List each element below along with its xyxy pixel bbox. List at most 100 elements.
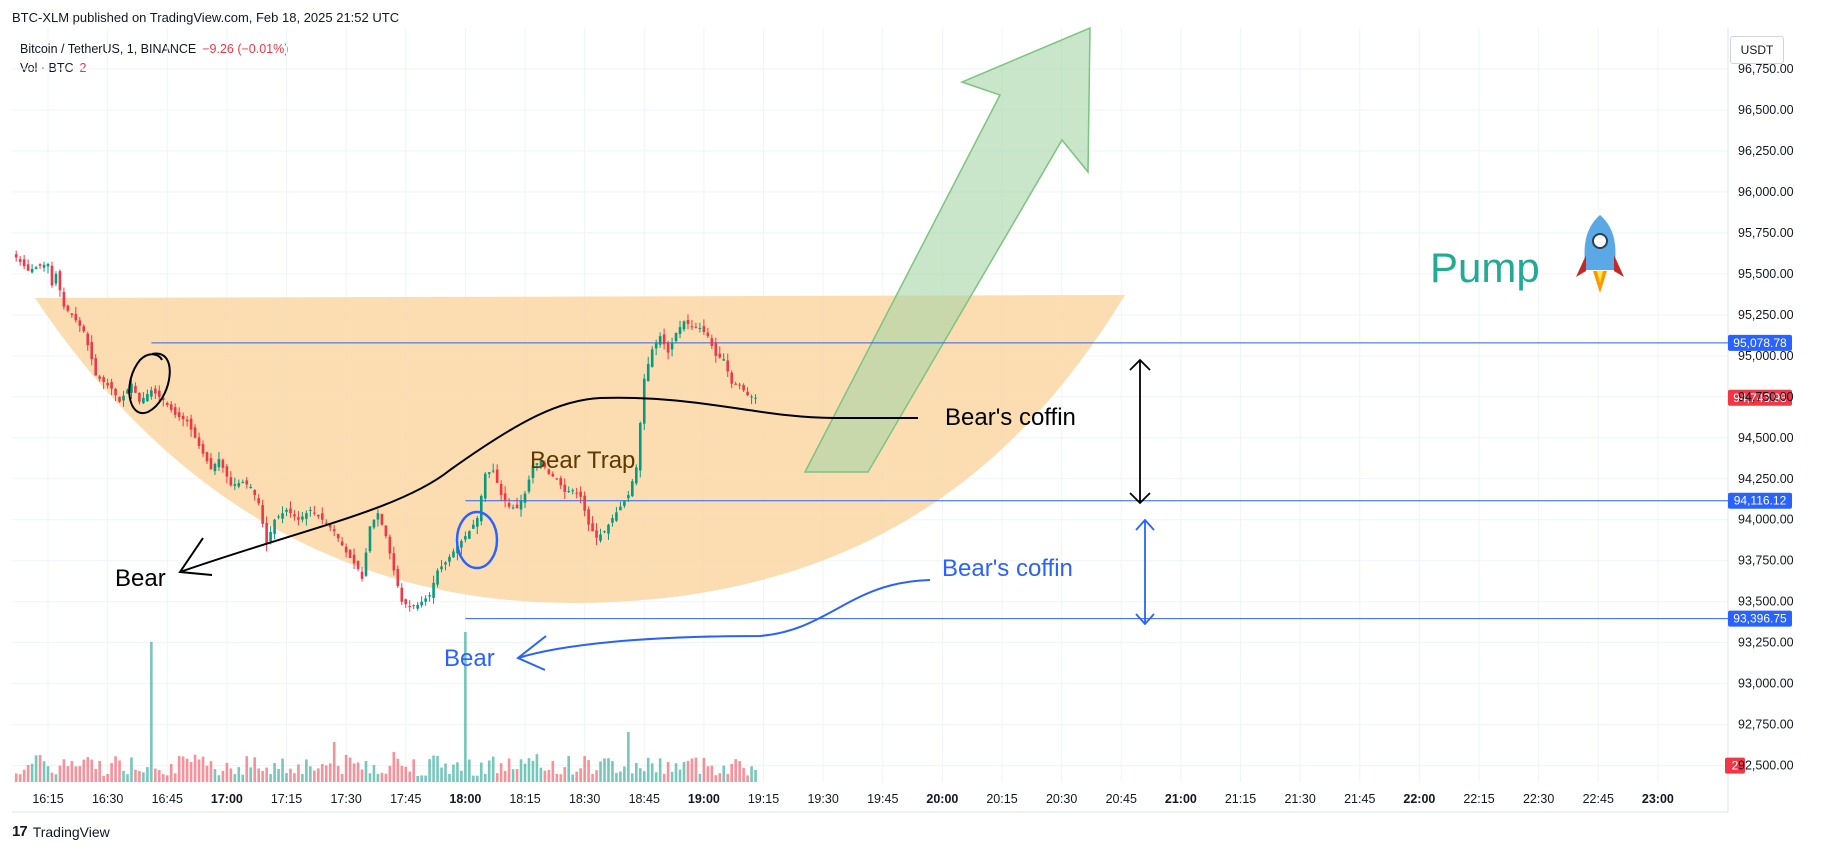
time-tick-label: 19:45 [867,792,898,806]
volume-bar [726,773,730,782]
price-tick-label: 93,000.00 [1738,677,1794,691]
time-tick-label: 16:45 [152,792,183,806]
volume-bar [436,756,439,782]
time-tick-label: 20:00 [926,792,958,806]
bear-trap-label: Bear Trap [530,447,635,474]
candle-body [289,508,292,514]
candle-body [638,423,642,471]
time-tick-label: 20:30 [1046,792,1077,806]
currency-button[interactable]: USDT [1730,36,1784,64]
volume-bar [579,768,582,782]
volume-bar [551,760,555,782]
volume-bar [289,768,292,782]
candle-body [499,484,503,496]
candle-body [412,605,415,607]
candle-body [678,327,682,334]
volume-bar [368,773,372,782]
volume-bar [412,759,415,782]
volume-bar [380,772,384,782]
tradingview-footer[interactable]: 17 TradingView [12,823,110,840]
time-tick-label: 17:45 [390,792,421,806]
volume-bar [356,762,360,782]
volume-bar [638,768,642,782]
time-tick-label: 21:30 [1284,792,1315,806]
candle-body [595,530,598,538]
candle-body [352,554,356,564]
candle-body [317,514,320,517]
volume-bar [611,761,614,782]
volume-bar [277,768,280,782]
pump-arrow [803,26,1091,473]
candle-body [221,459,225,468]
volume-bar [118,760,121,782]
volume-bar [690,758,694,782]
candle-body [491,470,495,472]
cup-shape [35,295,1125,604]
candle-body [495,469,499,483]
volume-bar [420,775,423,782]
price-tick-label: 96,000.00 [1738,185,1794,199]
candle-body [722,359,726,361]
volume-bar [245,756,249,782]
volume-bar [205,765,209,782]
volume-bar [348,757,352,782]
price-tick-label: 94,250.00 [1738,472,1794,486]
volume-bar [523,763,527,782]
bears-coffin-blue-label: Bear's coffin [942,555,1073,582]
volume-bar [495,773,499,782]
level-label: 93,396.75 [1733,612,1787,626]
volume-bar [563,767,567,782]
time-tick-label: 20:45 [1106,792,1137,806]
candle-body [309,509,312,511]
candle-body [42,264,46,268]
price-tick-label: 94,750.00 [1738,390,1794,404]
candle-body [301,516,304,520]
candle-body [150,390,153,397]
volume-bar [507,758,511,782]
candle-body [261,505,264,524]
time-tick-label: 22:30 [1523,792,1554,806]
volume-bar [710,765,714,782]
candle-body [94,358,97,376]
volume-bar [452,764,455,782]
candle-body [368,526,372,552]
candle-body [718,353,722,358]
volume-bar [499,763,503,782]
volume-bar [324,765,328,782]
volume-bar [122,770,125,782]
candle-body [82,326,86,332]
candle-body [726,360,730,372]
candle-body [460,541,463,548]
volume-bar [237,767,241,782]
candle-body [189,418,193,430]
volume-legend-row[interactable]: Vol · BTC 2 [20,59,288,78]
volume-bar [114,756,117,782]
time-tick-label: 16:15 [32,792,63,806]
volume-bar [527,758,531,782]
candle-body [603,531,606,533]
volume-bar [269,774,272,782]
candle-body [487,472,491,474]
candle-body [313,512,316,514]
candle-body [30,268,34,273]
candle-body [627,495,630,499]
volume-bar [173,773,177,782]
time-tick-label: 18:00 [449,792,481,806]
candle-body [281,513,284,519]
volume-bar [432,755,435,782]
volume-bar [14,773,18,782]
volume-bar [241,774,245,782]
candle-body [46,264,50,267]
volume-bar [309,766,312,782]
time-tick-label: 17:00 [211,792,243,806]
volume-bar [134,769,137,782]
volume-bar [575,771,578,782]
volume-bar [364,761,368,782]
volume-bar [86,757,90,782]
time-tick-label: 23:00 [1642,792,1674,806]
volume-bar [54,774,58,782]
candle-body [360,571,364,579]
price-tick-label: 93,250.00 [1738,636,1794,650]
volume-bar [161,774,165,782]
